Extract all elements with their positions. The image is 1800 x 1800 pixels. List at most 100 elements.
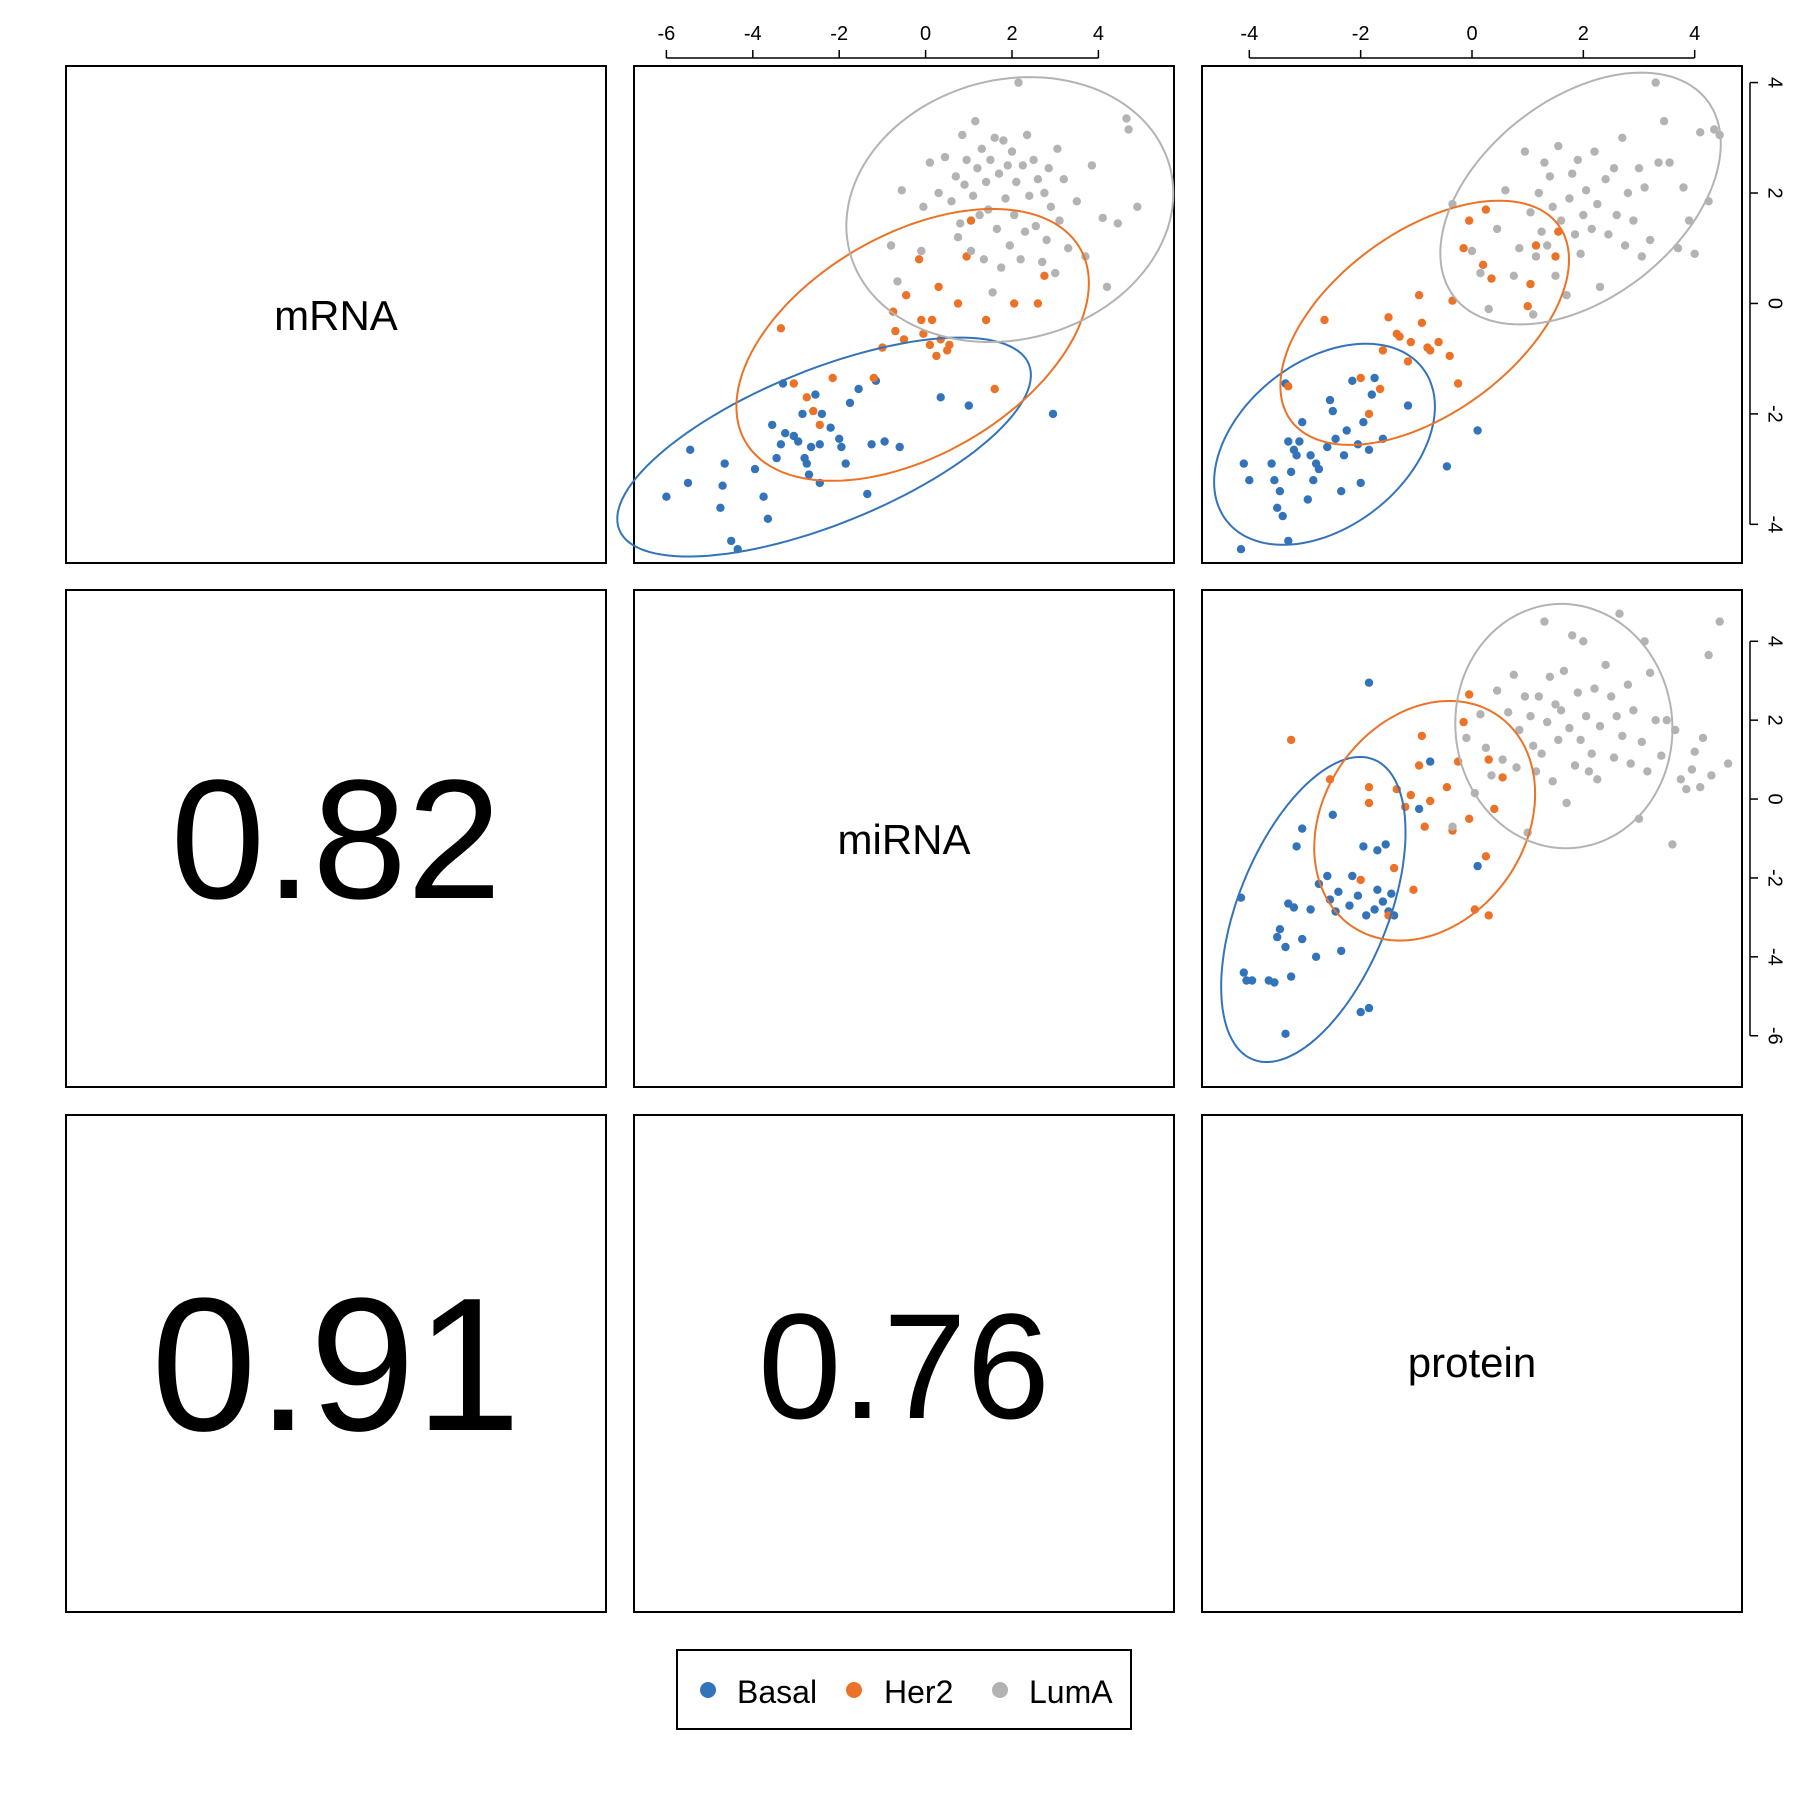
point-her2-protein-vs-mirna-2	[1356, 875, 1365, 885]
panel-frame-r3c3	[1201, 1114, 1743, 1613]
tick-label: 2	[1764, 715, 1786, 726]
point-luma-protein-vs-mirna-33	[1579, 637, 1588, 646]
point-luma-protein-vs-mrna-6	[1509, 271, 1519, 280]
point-luma-protein-vs-mirna-10	[1512, 763, 1521, 772]
point-luma-mirna-vs-mrna-17	[971, 117, 980, 126]
point-her2-protein-vs-mrna-18	[1453, 379, 1463, 388]
ellipse-luma-protein-vs-mirna	[1454, 602, 1674, 850]
point-luma-mirna-vs-mrna-24	[986, 155, 995, 165]
point-her2-mirna-vs-mrna-15	[925, 340, 935, 350]
point-basal-protein-vs-mrna-20	[1314, 464, 1324, 474]
point-basal-protein-vs-mirna-42	[1426, 757, 1435, 766]
point-luma-mirna-vs-mrna-51	[1051, 268, 1060, 278]
point-luma-protein-vs-mrna-40	[1629, 216, 1638, 225]
point-luma-mirna-vs-mrna-15	[966, 246, 976, 256]
point-luma-protein-vs-mirna-41	[1607, 692, 1616, 701]
point-luma-protein-vs-mirna-4	[1481, 743, 1491, 752]
point-her2-protein-vs-mirna-10	[1409, 885, 1418, 894]
point-basal-mirna-vs-mrna-23	[811, 390, 820, 399]
point-her2-protein-vs-mrna-15	[1434, 337, 1443, 347]
ellipse-luma-mirna-vs-mrna	[845, 76, 1175, 343]
point-basal-mirna-vs-mrna-37	[895, 442, 904, 452]
point-luma-mirna-vs-mrna-14	[962, 155, 971, 165]
point-luma-protein-vs-mrna-31	[1593, 199, 1602, 209]
point-luma-protein-vs-mirna-68	[1723, 759, 1733, 768]
panel-frame-r3c2	[633, 1114, 1175, 1613]
point-basal-mirna-vs-mrna-22	[806, 442, 816, 452]
variable-label-mrna: mRNA	[274, 292, 398, 339]
ellipse-basal-protein-vs-mirna	[1220, 756, 1407, 1063]
point-luma-protein-vs-mirna-45	[1618, 731, 1627, 741]
point-her2-protein-vs-mrna-20	[1465, 216, 1474, 225]
point-luma-protein-vs-mirna-15	[1529, 741, 1538, 750]
point-her2-protein-vs-mrna-16	[1445, 351, 1454, 361]
point-basal-protein-vs-mirna-19	[1323, 871, 1332, 881]
point-basal-protein-vs-mrna-0	[1236, 545, 1246, 554]
point-luma-protein-vs-mrna-11	[1531, 252, 1541, 261]
point-her2-protein-vs-mirna-20	[1465, 690, 1474, 699]
point-luma-protein-vs-mirna-28	[1565, 723, 1574, 733]
point-luma-mirna-vs-mrna-39	[1018, 161, 1027, 170]
point-basal-protein-vs-mrna-7	[1278, 511, 1287, 521]
point-basal-protein-vs-mirna-12	[1289, 903, 1299, 912]
point-luma-mirna-vs-mrna-38	[1016, 255, 1025, 264]
point-her2-mirna-vs-mrna-0	[776, 324, 786, 333]
point-basal-protein-vs-mirna-24	[1337, 946, 1346, 956]
point-basal-protein-vs-mirna-27	[1353, 891, 1363, 900]
point-luma-mirna-vs-mrna-12	[958, 130, 967, 140]
point-luma-protein-vs-mirna-49	[1634, 814, 1644, 823]
point-luma-protein-vs-mrna-39	[1623, 188, 1633, 198]
point-luma-protein-vs-mirna-62	[1690, 747, 1699, 756]
point-luma-protein-vs-mrna-53	[1696, 128, 1705, 137]
point-luma-mirna-vs-mrna-53	[1055, 216, 1064, 225]
point-luma-protein-vs-mirna-21	[1545, 672, 1555, 681]
point-luma-protein-vs-mrna-19	[1554, 141, 1563, 151]
point-luma-protein-vs-mirna-22	[1548, 777, 1557, 786]
point-luma-protein-vs-mrna-24	[1570, 230, 1580, 239]
point-luma-mirna-vs-mrna-28	[994, 169, 1004, 178]
point-luma-protein-vs-mrna-20	[1556, 216, 1566, 225]
scatter-panel-mirna-vs-protein	[1220, 602, 1733, 1063]
point-her2-mirna-vs-mrna-12	[914, 255, 924, 264]
point-her2-mirna-vs-mrna-28	[1033, 299, 1043, 308]
point-her2-protein-vs-mrna-23	[1487, 274, 1496, 283]
point-luma-protein-vs-mrna-1	[1467, 246, 1477, 256]
point-basal-mirna-vs-mrna-10	[763, 514, 773, 523]
point-luma-protein-vs-mirna-17	[1534, 692, 1544, 701]
point-luma-protein-vs-mirna-43	[1612, 712, 1621, 721]
point-luma-protein-vs-mrna-47	[1659, 117, 1669, 126]
point-her2-protein-vs-mrna-2	[1356, 373, 1365, 383]
point-basal-mirna-vs-mrna-32	[854, 384, 863, 394]
point-basal-protein-vs-mirna-17	[1311, 952, 1321, 961]
point-basal-protein-vs-mrna-26	[1339, 451, 1349, 460]
point-basal-protein-vs-mrna-13	[1292, 451, 1301, 460]
point-luma-protein-vs-mirna-25	[1556, 706, 1566, 715]
legend-label-basal: Basal	[737, 1674, 817, 1710]
point-luma-protein-vs-mirna-8	[1504, 708, 1513, 717]
legend-marker-luma	[992, 1682, 1008, 1698]
point-basal-protein-vs-mirna-36	[1378, 897, 1388, 906]
point-basal-protein-vs-mirna-37	[1381, 840, 1390, 849]
point-basal-mirna-vs-mrna-15	[781, 429, 790, 438]
ellipse-basal-mirna-vs-mrna	[616, 336, 1032, 558]
point-basal-protein-vs-mirna-34	[1373, 846, 1382, 855]
point-luma-mirna-vs-mrna-18	[973, 164, 982, 173]
point-basal-protein-vs-mirna-3	[1247, 976, 1257, 985]
point-her2-protein-vs-mirna-25	[1490, 804, 1499, 814]
point-basal-protein-vs-mrna-9	[1284, 536, 1293, 546]
point-luma-protein-vs-mirna-53	[1645, 668, 1655, 677]
point-luma-protein-vs-mirna-64	[1698, 733, 1708, 743]
point-basal-protein-vs-mirna-23	[1334, 887, 1343, 896]
legend: Basal Her2 LumA	[676, 1649, 1132, 1730]
point-luma-protein-vs-mirna-55	[1657, 751, 1666, 760]
point-luma-protein-vs-mrna-8	[1520, 147, 1530, 156]
point-luma-protein-vs-mirna-65	[1704, 650, 1713, 660]
point-basal-protein-vs-mrna-32	[1364, 445, 1374, 454]
point-luma-protein-vs-mrna-36	[1612, 210, 1621, 220]
point-luma-protein-vs-mirna-47	[1626, 759, 1635, 768]
point-her2-protein-vs-mirna-0	[1286, 735, 1296, 745]
legend-label-luma: LumA	[1029, 1674, 1113, 1710]
tick-label: 4	[1764, 636, 1786, 647]
tick-label: 0	[1764, 793, 1786, 804]
panel-frames	[65, 65, 1743, 1613]
